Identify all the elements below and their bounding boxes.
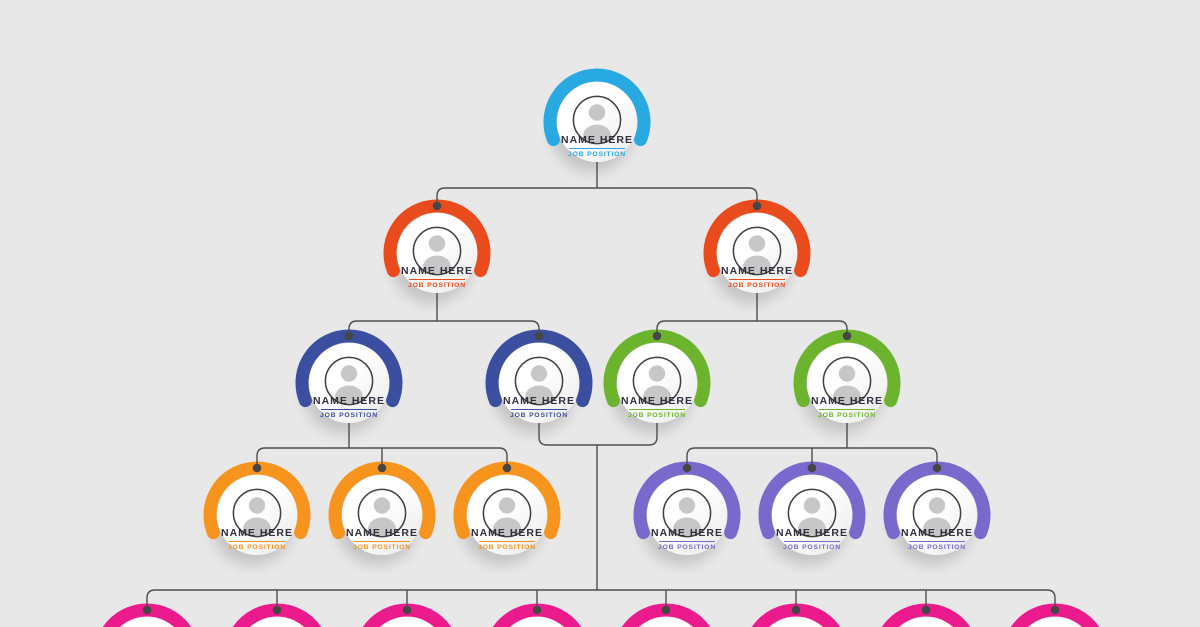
person-icon [787, 488, 837, 538]
person-icon [324, 356, 374, 406]
org-node-l1-1: NAME HERE JOB POSITION [535, 60, 659, 184]
node-circle [309, 343, 389, 423]
node-circle [756, 617, 836, 627]
org-node-l4-3: NAME HERE JOB POSITION [445, 453, 569, 577]
node-art [203, 461, 311, 540]
person-icon [822, 356, 872, 406]
node-art [453, 461, 561, 540]
node-circle [397, 213, 477, 293]
org-node-l3-2: NAME HERE JOB POSITION [477, 321, 601, 445]
node-arc [1010, 603, 1100, 627]
node-art [102, 603, 192, 627]
node-arc [543, 68, 651, 147]
person-icon [632, 356, 682, 406]
node-arc [232, 603, 322, 627]
node-art [703, 199, 811, 278]
org-node-l4-6: NAME HERE JOB POSITION [875, 453, 999, 577]
node-art [492, 603, 582, 627]
node-circle [772, 475, 852, 555]
node-art [485, 329, 593, 408]
node-art [1010, 603, 1100, 627]
node-circle [497, 617, 577, 627]
node-art [633, 461, 741, 540]
node-circle [499, 343, 579, 423]
node-circle [467, 475, 547, 555]
node-circle [557, 82, 637, 162]
person-icon [912, 488, 962, 538]
person-icon [572, 95, 622, 145]
node-art [883, 461, 991, 540]
node-arc [751, 603, 841, 627]
person-icon [482, 488, 532, 538]
node-circle [367, 617, 447, 627]
org-node-l4-1: NAME HERE JOB POSITION [195, 453, 319, 577]
node-arc [881, 603, 971, 627]
person-icon [357, 488, 407, 538]
org-node-l3-1: NAME HERE JOB POSITION [287, 321, 411, 445]
node-art [751, 603, 841, 627]
org-node-l4-2: NAME HERE JOB POSITION [320, 453, 444, 577]
node-circle [807, 343, 887, 423]
org-node-l4-4: NAME HERE JOB POSITION [625, 453, 749, 577]
person-icon [732, 226, 782, 276]
node-art [603, 329, 711, 408]
node-arc [492, 603, 582, 627]
person-icon [232, 488, 282, 538]
org-node-l2-1: NAME HERE JOB POSITION [375, 191, 499, 315]
node-art [295, 329, 403, 408]
node-art [881, 603, 971, 627]
node-circle [647, 475, 727, 555]
org-node-l3-3: NAME HERE JOB POSITION [595, 321, 719, 445]
person-icon [412, 226, 462, 276]
node-art [793, 329, 901, 408]
node-circle [897, 475, 977, 555]
person-icon [662, 488, 712, 538]
node-art [232, 603, 322, 627]
node-circle [886, 617, 966, 627]
node-arc [621, 603, 711, 627]
node-art [362, 603, 452, 627]
node-art [621, 603, 711, 627]
node-circle [217, 475, 297, 555]
node-art [383, 199, 491, 278]
node-art [543, 68, 651, 147]
node-arc [102, 603, 192, 627]
node-circle [717, 213, 797, 293]
org-node-l4-5: NAME HERE JOB POSITION [750, 453, 874, 577]
node-art [758, 461, 866, 540]
org-node-l2-2: NAME HERE JOB POSITION [695, 191, 819, 315]
node-arc [362, 603, 452, 627]
node-circle [1015, 617, 1095, 627]
node-circle [342, 475, 422, 555]
org-node-l3-4: NAME HERE JOB POSITION [785, 321, 909, 445]
node-circle [107, 617, 187, 627]
node-circle [617, 343, 697, 423]
person-icon [514, 356, 564, 406]
node-circle [237, 617, 317, 627]
node-art [328, 461, 436, 540]
node-circle [626, 617, 706, 627]
